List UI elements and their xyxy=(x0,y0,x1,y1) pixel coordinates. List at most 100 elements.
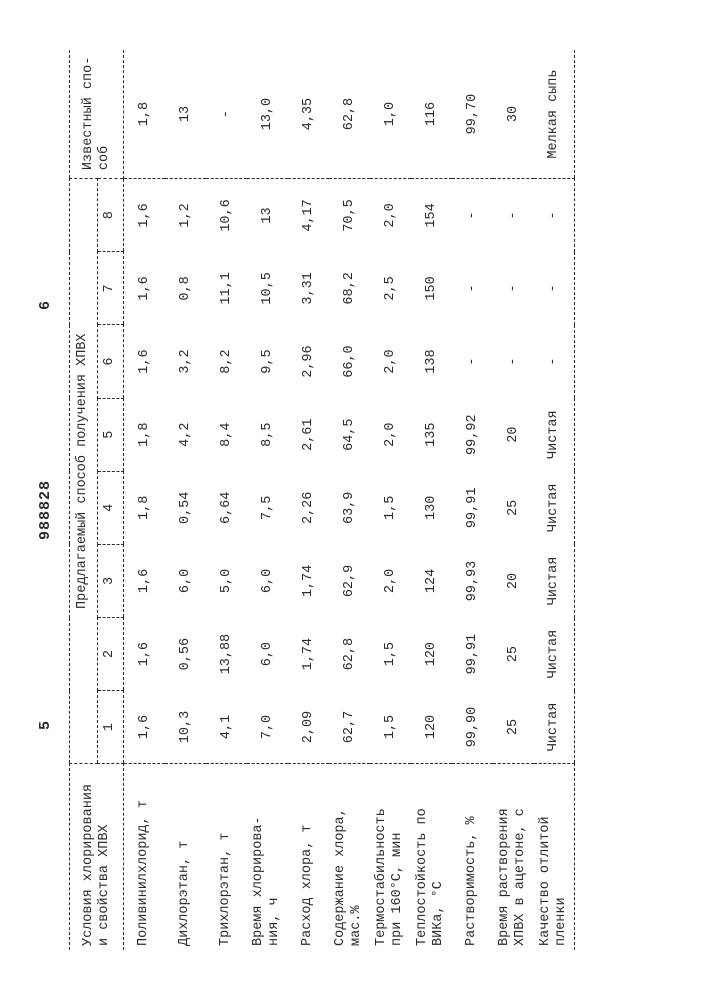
row-label: Трихлорэтан, т xyxy=(206,764,247,950)
row-label: Растворимость, % xyxy=(452,764,493,950)
cell: 2,5 xyxy=(370,252,411,325)
cell-known: 13 xyxy=(165,50,206,179)
cell: 1,74 xyxy=(288,618,329,691)
cell: 64,5 xyxy=(329,398,370,471)
cell: Чистая xyxy=(534,471,575,544)
row-label: Время растворения ХПВХ в ацетоне, с xyxy=(493,764,534,950)
cell: - xyxy=(493,325,534,398)
col-4: 4 xyxy=(98,471,124,544)
cell-known: 62,8 xyxy=(329,50,370,179)
cell: 62,8 xyxy=(329,618,370,691)
page: 5 988828 6 Условия хлорирования и свойст… xyxy=(0,0,707,1000)
cell: 0,56 xyxy=(165,618,206,691)
cell: 99,91 xyxy=(452,471,493,544)
cell: 2,96 xyxy=(288,325,329,398)
table-row: Трихлорэтан, т4,113,885,06,648,48,211,11… xyxy=(206,50,247,950)
cell: 10,6 xyxy=(206,179,247,252)
table-row: Растворимость, %99,9099,9199,9399,9199,9… xyxy=(452,50,493,950)
cell: 1,5 xyxy=(370,471,411,544)
cell: 4,1 xyxy=(206,691,247,764)
cell: 2,0 xyxy=(370,398,411,471)
cell: 0,8 xyxy=(165,252,206,325)
col-8: 8 xyxy=(98,179,124,252)
cell: 5,0 xyxy=(206,544,247,617)
row-label: Качество отлитой пленки xyxy=(534,764,575,950)
cell-known: 99,70 xyxy=(452,50,493,179)
cell: 70,5 xyxy=(329,179,370,252)
col-6: 6 xyxy=(98,325,124,398)
cell-known: 13,0 xyxy=(247,50,288,179)
cell: 2,61 xyxy=(288,398,329,471)
cell-known: 4,35 xyxy=(288,50,329,179)
cell: - xyxy=(534,252,575,325)
cell-known: Мелкая сыпь xyxy=(534,50,575,179)
cell: 62,9 xyxy=(329,544,370,617)
cell-known: 1,0 xyxy=(370,50,411,179)
cell: 7,0 xyxy=(247,691,288,764)
cell: 1,74 xyxy=(288,544,329,617)
cell: 63,9 xyxy=(329,471,370,544)
row-label: Время хлорирова- ния, ч xyxy=(247,764,288,950)
table-row: Поливинилхлорид, т1,61,61,61,81,81,61,61… xyxy=(124,50,165,950)
cell: 68,2 xyxy=(329,252,370,325)
cell-known: 116 xyxy=(411,50,452,179)
cell: Чистая xyxy=(534,618,575,691)
cell: 150 xyxy=(411,252,452,325)
cell: 9,5 xyxy=(247,325,288,398)
cell: - xyxy=(493,179,534,252)
cell: 2,0 xyxy=(370,179,411,252)
data-table: Условия хлорирования и свойства ХПВХ Пре… xyxy=(69,50,575,950)
cell: 66,0 xyxy=(329,325,370,398)
cell: 99,90 xyxy=(452,691,493,764)
cell: 3,31 xyxy=(288,252,329,325)
cell: 25 xyxy=(493,471,534,544)
col-header-group: Предлагаемый способ получения ХПВХ xyxy=(70,179,98,764)
cell: 1,6 xyxy=(124,325,165,398)
cell: 25 xyxy=(493,618,534,691)
cell: 1,6 xyxy=(124,691,165,764)
cell: 2,09 xyxy=(288,691,329,764)
row-label: Дихлорэтан, т xyxy=(165,764,206,950)
col-1: 1 xyxy=(98,691,124,764)
cell: 62,7 xyxy=(329,691,370,764)
cell: 3,2 xyxy=(165,325,206,398)
table-row: Расход хлора, т2,091,741,742,262,612,963… xyxy=(288,50,329,950)
cell: - xyxy=(452,179,493,252)
cell: Чистая xyxy=(534,544,575,617)
cell: 6,64 xyxy=(206,471,247,544)
col-7: 7 xyxy=(98,252,124,325)
cell: - xyxy=(452,252,493,325)
table-row: Время хлорирова- ния, ч7,06,06,07,58,59,… xyxy=(247,50,288,950)
cell: 99,92 xyxy=(452,398,493,471)
col-3: 3 xyxy=(98,544,124,617)
cell: 20 xyxy=(493,544,534,617)
page-num-left: 5 xyxy=(37,720,54,730)
cell: 2,0 xyxy=(370,544,411,617)
row-label: Термостабильность при 160°С, мин xyxy=(370,764,411,950)
cell: 25 xyxy=(493,691,534,764)
cell: - xyxy=(493,252,534,325)
cell-known: 1,8 xyxy=(124,50,165,179)
row-label: Расход хлора, т xyxy=(288,764,329,950)
table-row: Качество отлитой пленкиЧистаяЧистаяЧиста… xyxy=(534,50,575,950)
row-label: Содержание хлора, мас.% xyxy=(329,764,370,950)
table-row: Термостабильность при 160°С, мин1,51,52,… xyxy=(370,50,411,950)
cell: 7,5 xyxy=(247,471,288,544)
cell: 138 xyxy=(411,325,452,398)
cell: 1,6 xyxy=(124,618,165,691)
table-row: Содержание хлора, мас.%62,762,862,963,96… xyxy=(329,50,370,950)
cell: 10,3 xyxy=(165,691,206,764)
cell: 6,0 xyxy=(247,618,288,691)
cell: 4,2 xyxy=(165,398,206,471)
cell: 120 xyxy=(411,691,452,764)
cell: 8,2 xyxy=(206,325,247,398)
cell: - xyxy=(534,325,575,398)
cell: 4,17 xyxy=(288,179,329,252)
cell: 99,91 xyxy=(452,618,493,691)
cell: - xyxy=(534,179,575,252)
cell: 154 xyxy=(411,179,452,252)
cell: 99,93 xyxy=(452,544,493,617)
table-row: Теплостойкость по ВИКа, °С12012012413013… xyxy=(411,50,452,950)
cell: 2,0 xyxy=(370,325,411,398)
page-num-right: 6 xyxy=(37,300,54,310)
